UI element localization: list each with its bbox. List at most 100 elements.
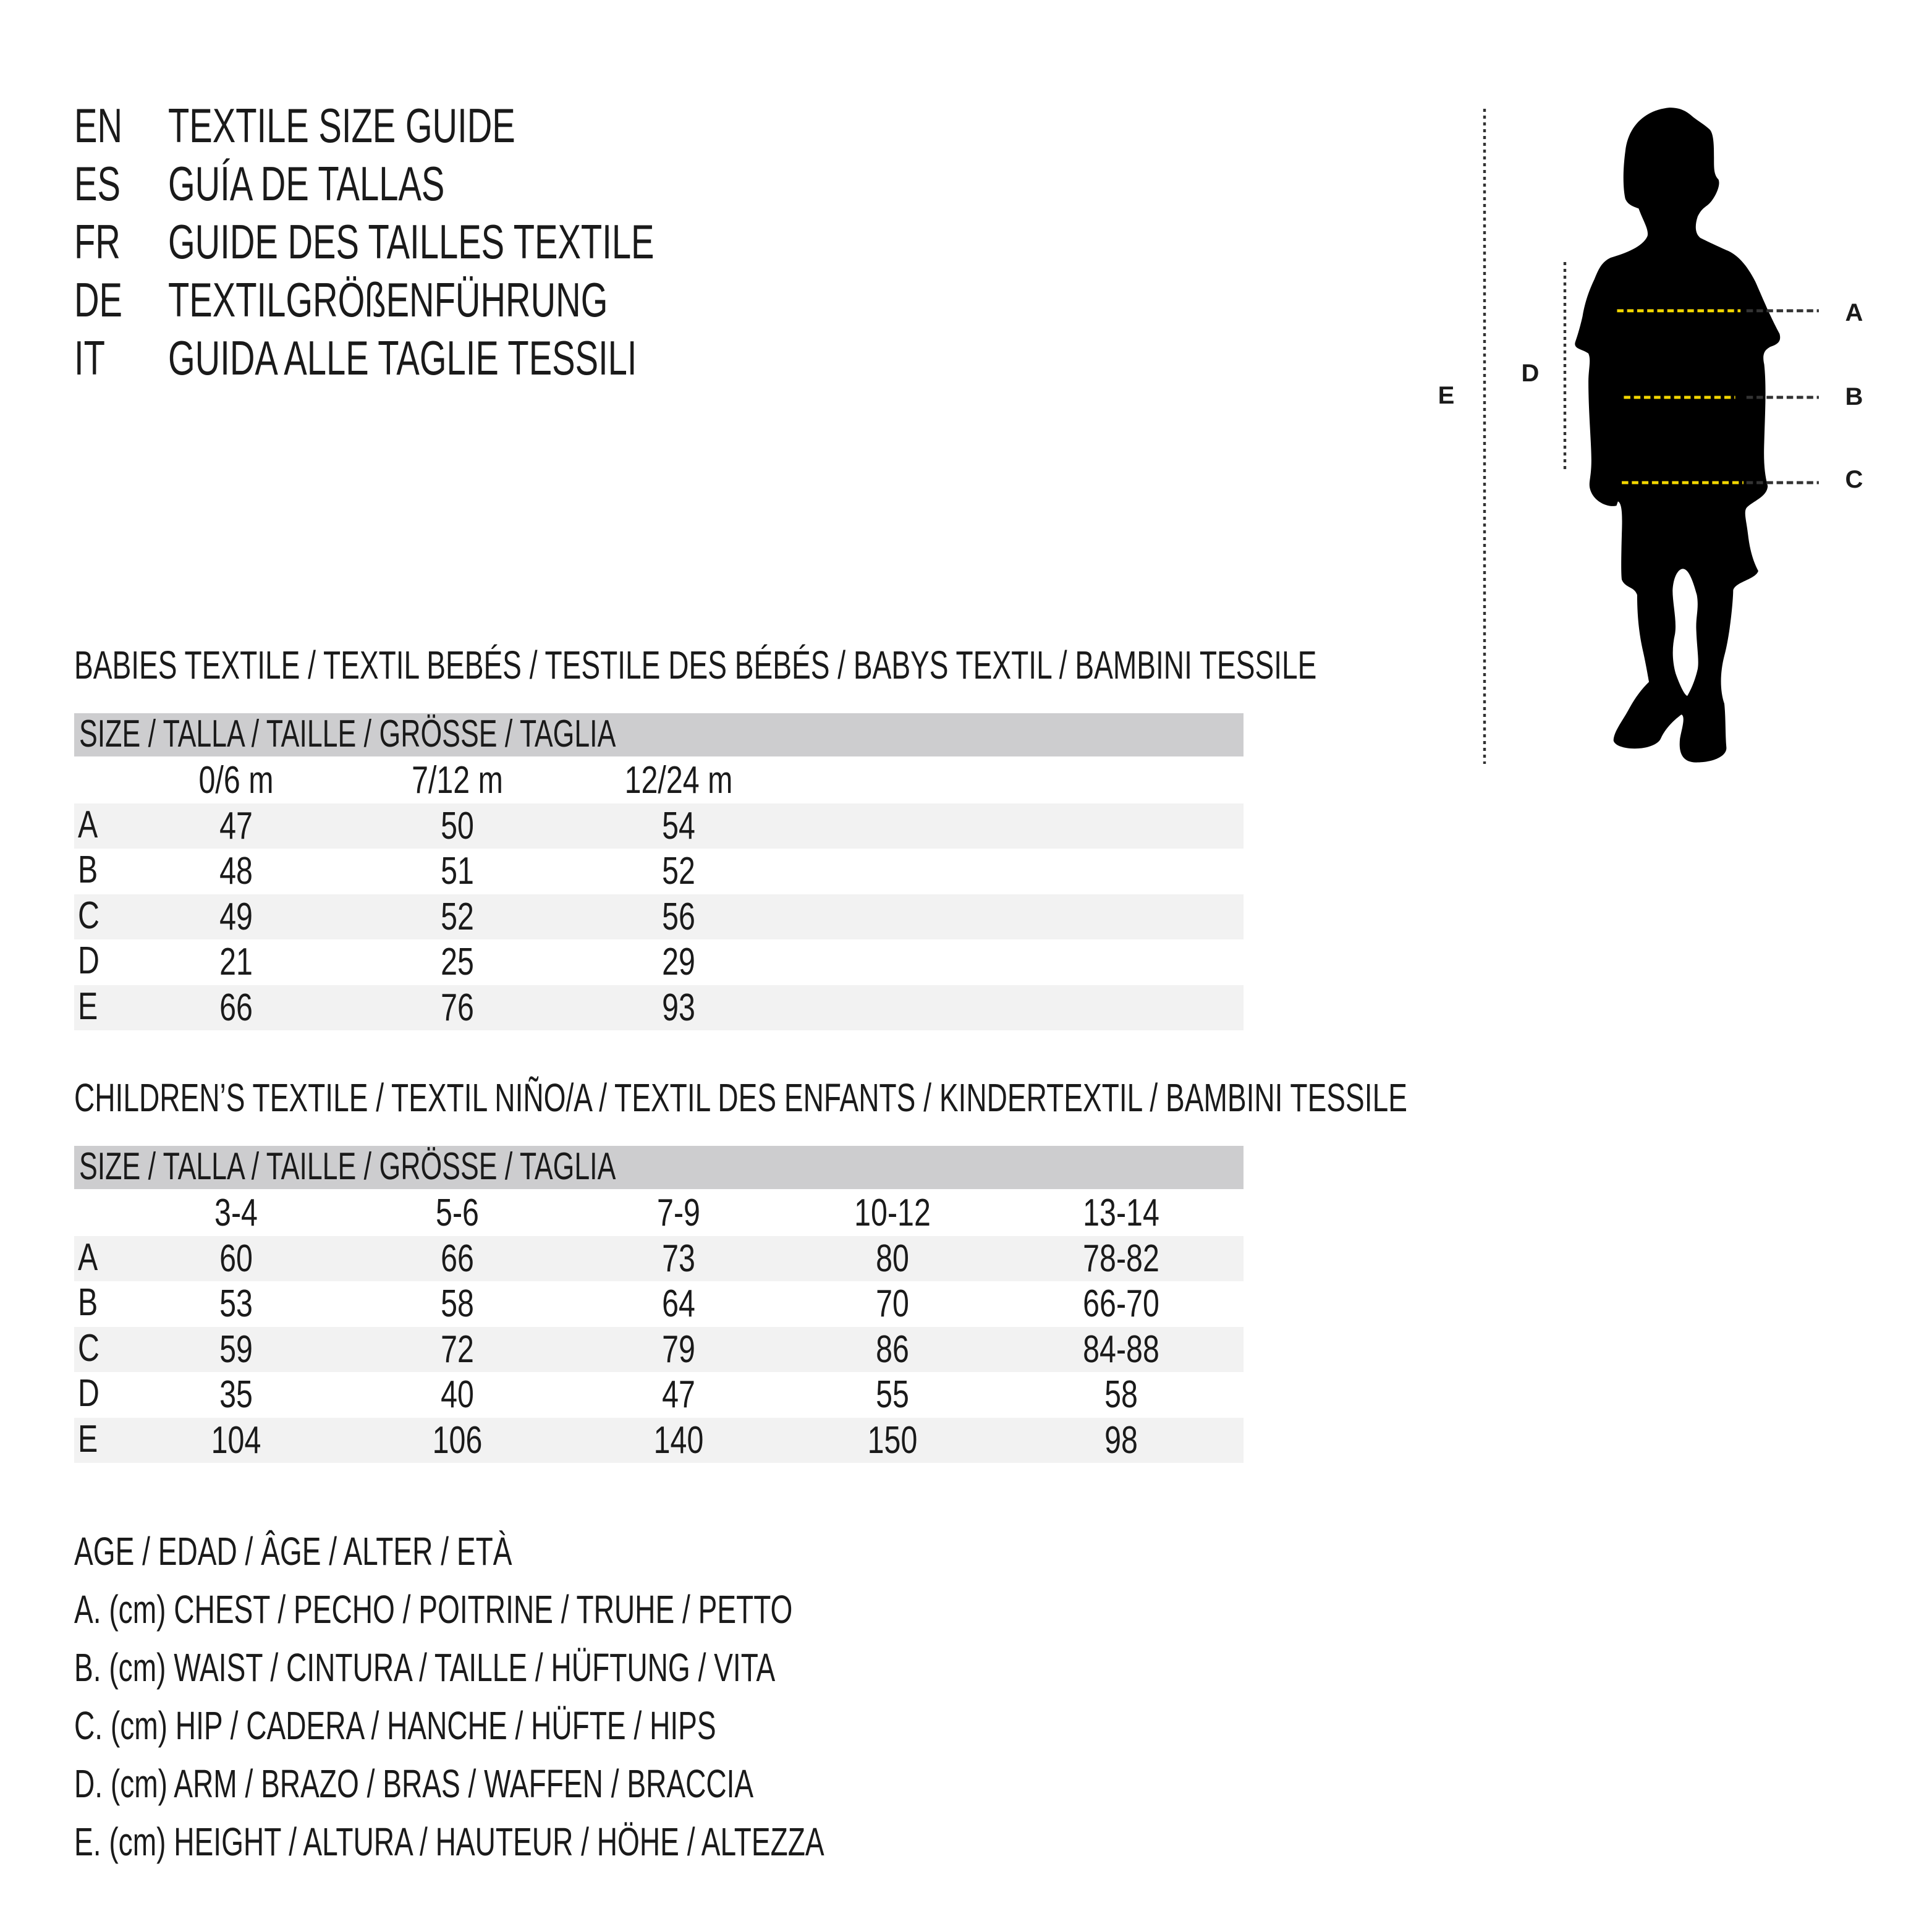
legend-text: E. (cm) HEIGHT / ALTURA / HAUTEUR / HÖHE… xyxy=(74,1820,824,1864)
legend-item: B. (cm) WAIST / CINTURA / TAILLE / HÜFTU… xyxy=(74,1641,1048,1694)
row-label: E xyxy=(78,1417,98,1460)
table-cell: 59 xyxy=(219,1328,253,1371)
row-label: B xyxy=(78,1281,98,1324)
column-header: 7/12 m xyxy=(412,759,503,802)
table-cell: 21 xyxy=(219,941,253,984)
row-label: B xyxy=(78,849,98,892)
children-heading: CHILDREN’S TEXTILE / TEXTIL NIÑO/A / TEX… xyxy=(74,1074,1926,1121)
legend-text: C. (cm) HIP / CADERA / HANCHE / HÜFTE / … xyxy=(74,1703,716,1748)
table-cell: 53 xyxy=(219,1282,253,1326)
table-cell: 140 xyxy=(653,1418,704,1462)
table-cell: 29 xyxy=(662,941,695,984)
title-text: GUÍA DE TALLAS xyxy=(168,156,445,211)
column-header: 12/24 m xyxy=(624,759,733,802)
label-b: B xyxy=(1845,383,1863,410)
table-row-b: B 53 58 64 70 66-70 xyxy=(74,1281,1244,1326)
title-text: GUIDA ALLE TAGLIE TESSILI xyxy=(168,331,637,385)
table-cell: 70 xyxy=(876,1282,909,1326)
table-cell: 76 xyxy=(441,986,474,1029)
table-cell: 79 xyxy=(662,1328,695,1371)
column-header: 5-6 xyxy=(436,1192,479,1234)
language-code: DE xyxy=(74,273,123,327)
column-header-row: 3-4 5-6 7-9 10-12 13-14 xyxy=(74,1190,1244,1235)
table-row-d: D 21 25 29 xyxy=(74,939,1244,985)
table-cell: 86 xyxy=(876,1328,909,1371)
babies-heading-text: BABIES TEXTILE / TEXTIL BEBÉS / TESTILE … xyxy=(74,643,1317,687)
table-cell: 66 xyxy=(441,1237,474,1280)
table-row-c: C 49 52 56 xyxy=(74,894,1244,939)
size-header-bar: SIZE / TALLA / TAILLE / GRÖSSE / TAGLIA xyxy=(74,1146,1244,1189)
table-cell: 66 xyxy=(219,986,253,1029)
label-a: A xyxy=(1845,299,1863,326)
table-row-a: A 60 66 73 80 78-82 xyxy=(74,1236,1244,1281)
table-cell: 80 xyxy=(876,1237,909,1280)
table-row-e: E 66 76 93 xyxy=(74,985,1244,1030)
legend-text: AGE / EDAD / ÂGE / ALTER / ETÀ xyxy=(74,1529,512,1574)
table-cell: 98 xyxy=(1104,1418,1138,1462)
table-row-b: B 48 51 52 xyxy=(74,849,1244,894)
table-cell: 56 xyxy=(662,895,695,938)
table-cell: 50 xyxy=(441,805,474,847)
table-row-e: E 104 106 140 150 98 xyxy=(74,1417,1244,1463)
column-header: 10-12 xyxy=(854,1192,931,1234)
legend-item: C. (cm) HIP / CADERA / HANCHE / HÜFTE / … xyxy=(74,1699,966,1752)
table-cell: 104 xyxy=(211,1418,261,1462)
title-text: TEXTILE SIZE GUIDE xyxy=(168,98,515,153)
legend-item: A. (cm) CHEST / PECHO / POITRINE / TRUHE… xyxy=(74,1583,1072,1636)
column-header: 0/6 m xyxy=(198,759,274,802)
row-label: D xyxy=(78,939,100,983)
size-header-label: SIZE / TALLA / TAILLE / GRÖSSE / TAGLIA xyxy=(79,713,616,755)
row-label: C xyxy=(78,1326,100,1370)
column-header: 7-9 xyxy=(657,1192,700,1234)
babies-heading: BABIES TEXTILE / TEXTIL BEBÉS / TESTILE … xyxy=(74,642,1800,688)
language-code: ES xyxy=(74,156,121,211)
table-cell: 64 xyxy=(662,1282,695,1326)
legend-text: B. (cm) WAIST / CINTURA / TAILLE / HÜFTU… xyxy=(74,1645,776,1690)
table-cell: 49 xyxy=(219,895,253,938)
label-c: C xyxy=(1845,466,1863,493)
size-header-label: SIZE / TALLA / TAILLE / GRÖSSE / TAGLIA xyxy=(79,1145,616,1188)
table-cell: 78-82 xyxy=(1083,1237,1159,1280)
legend-item: E. (cm) HEIGHT / ALTURA / HAUTEUR / HÖHE… xyxy=(74,1815,1116,1868)
row-label: A xyxy=(78,803,98,846)
table-cell: 93 xyxy=(662,986,695,1029)
size-header-bar: SIZE / TALLA / TAILLE / GRÖSSE / TAGLIA xyxy=(74,713,1244,756)
table-cell: 73 xyxy=(662,1237,695,1280)
table-cell: 60 xyxy=(219,1237,253,1280)
title-text: GUIDE DES TAILLES TEXTILE xyxy=(168,214,655,269)
title-text: TEXTILGRÖßENFÜHRUNG xyxy=(168,273,608,327)
table-cell: 58 xyxy=(1104,1373,1138,1417)
legend-text: A. (cm) CHEST / PECHO / POITRINE / TRUHE… xyxy=(74,1587,793,1632)
table-cell: 48 xyxy=(219,850,253,893)
table-cell: 150 xyxy=(867,1418,918,1462)
table-cell: 55 xyxy=(876,1373,909,1417)
table-row-c: C 59 72 79 86 84-88 xyxy=(74,1326,1244,1372)
table-cell: 52 xyxy=(662,850,695,893)
table-cell: 25 xyxy=(441,941,474,984)
table-cell: 51 xyxy=(441,850,474,893)
children-heading-text: CHILDREN’S TEXTILE / TEXTIL NIÑO/A / TEX… xyxy=(74,1075,1407,1120)
row-label: D xyxy=(78,1372,100,1415)
table-cell: 47 xyxy=(662,1373,695,1417)
legend-item: D. (cm) ARM / BRAZO / BRAS / WAFFEN / BR… xyxy=(74,1757,1018,1810)
row-label: E xyxy=(78,985,98,1028)
label-d: D xyxy=(1521,360,1540,387)
column-header: 13-14 xyxy=(1083,1192,1159,1234)
language-code: EN xyxy=(74,98,123,153)
legend-text: D. (cm) ARM / BRAZO / BRAS / WAFFEN / BR… xyxy=(74,1761,754,1806)
table-cell: 52 xyxy=(441,895,474,938)
table-row-d: D 35 40 47 55 58 xyxy=(74,1372,1244,1417)
table-cell: 58 xyxy=(441,1282,474,1326)
language-code: FR xyxy=(74,214,121,269)
column-header: 3-4 xyxy=(214,1192,258,1234)
table-cell: 35 xyxy=(219,1373,253,1417)
legend-item: AGE / EDAD / ÂGE / ALTER / ETÀ xyxy=(74,1525,682,1578)
table-cell: 72 xyxy=(441,1328,474,1371)
table-cell: 47 xyxy=(219,805,253,847)
column-header-row: 0/6 m 7/12 m 12/24 m xyxy=(74,758,1244,803)
language-code: IT xyxy=(74,331,105,385)
table-cell: 54 xyxy=(662,805,695,847)
table-cell: 66-70 xyxy=(1083,1282,1159,1326)
label-e: E xyxy=(1438,382,1455,409)
row-label: A xyxy=(78,1236,98,1279)
